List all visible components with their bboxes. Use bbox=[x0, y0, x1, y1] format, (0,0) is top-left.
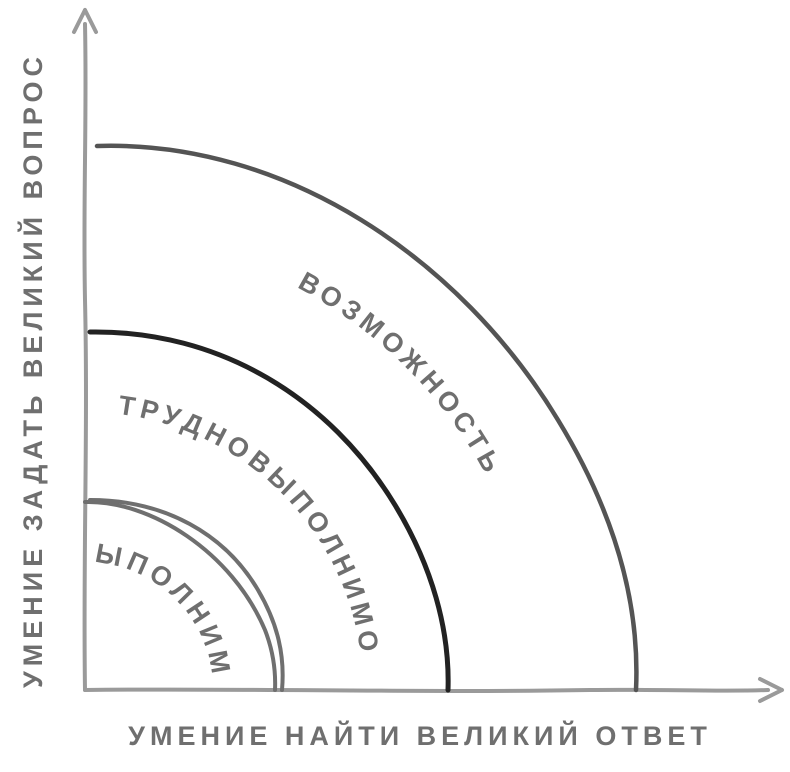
band-outer-label: ВОЗМОЖНОСТЬ bbox=[294, 266, 509, 481]
x-axis-label: УМЕНИЕ НАЙТИ ВЕЛИКИЙ ОТВЕТ bbox=[128, 720, 712, 751]
x-axis bbox=[85, 690, 768, 691]
y-axis-label: УМЕНИЕ ЗАДАТЬ ВЕЛИКИЙ ВОПРОС bbox=[17, 52, 48, 688]
band-middle-label: ТРУДНОВЫПОЛНИМО bbox=[116, 390, 385, 659]
y-axis bbox=[84, 24, 86, 690]
